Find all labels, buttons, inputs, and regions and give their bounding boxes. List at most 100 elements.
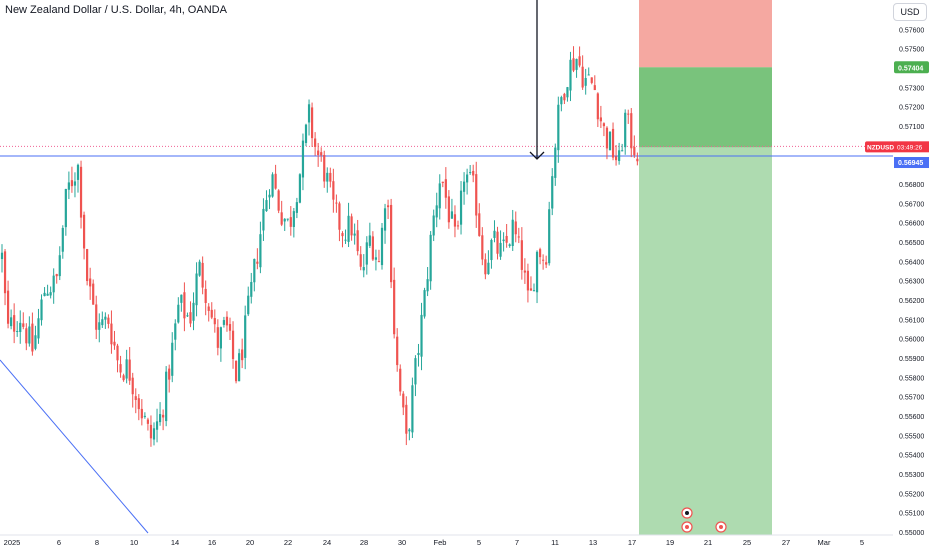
candle-body: [466, 174, 469, 183]
candle-body: [575, 58, 578, 70]
candle-body: [347, 215, 350, 242]
candle-body: [10, 317, 13, 327]
target-price-label: 0.57404: [898, 65, 923, 72]
candle-body: [274, 173, 277, 189]
candle-body: [429, 234, 432, 282]
price-tick-label: 0.55000: [899, 530, 924, 537]
candle-body: [335, 202, 338, 204]
candle-body: [244, 315, 247, 358]
time-tick-label: 5: [477, 538, 481, 547]
candle-body: [621, 150, 624, 152]
candle-body: [514, 221, 517, 235]
candle-body: [64, 188, 67, 228]
candle-body: [630, 113, 633, 149]
candle-body: [49, 292, 52, 296]
candle-body: [101, 319, 104, 326]
candle-body: [441, 181, 444, 183]
currency-button[interactable]: USD: [893, 3, 927, 21]
candle-body: [204, 288, 207, 303]
candle-body: [286, 218, 289, 220]
candle-body: [563, 93, 566, 101]
stop-loss-zone[interactable]: [639, 0, 772, 68]
candle-body: [122, 375, 125, 381]
time-tick-label: 13: [589, 538, 597, 547]
candle-body: [444, 179, 447, 198]
candle-body: [134, 396, 137, 400]
candle-body: [280, 212, 283, 225]
candle-body: [207, 306, 210, 311]
candle-body: [89, 278, 92, 287]
candle-body: [107, 317, 110, 324]
candle-body: [493, 230, 496, 238]
candle-body: [213, 318, 216, 325]
trend-line[interactable]: [0, 359, 149, 534]
candle-body: [113, 341, 116, 346]
price-tick-label: 0.55500: [899, 433, 924, 440]
candle-body: [125, 359, 128, 379]
candle-body: [475, 174, 478, 216]
take-profit-zone-upper[interactable]: [639, 67, 772, 148]
candle-body: [411, 385, 414, 433]
candle-body: [569, 59, 572, 91]
candle-body: [405, 404, 408, 434]
candle-body: [6, 290, 10, 324]
candle-body: [432, 215, 435, 236]
price-tick-label: 0.56500: [899, 240, 924, 247]
candle-body: [435, 205, 438, 218]
take-profit-zone-lower[interactable]: [639, 147, 772, 535]
candle-body: [566, 87, 569, 98]
price-tick-label: 0.56200: [899, 298, 924, 305]
candle-body: [259, 234, 262, 268]
candle-body: [572, 58, 575, 71]
candle-body: [584, 78, 587, 86]
candle-body: [408, 429, 411, 432]
time-tick-label: 2025: [4, 538, 21, 547]
time-tick-label: 17: [628, 538, 636, 547]
candle-body: [462, 181, 466, 192]
candle-body: [231, 330, 235, 360]
price-tick-label: 0.55200: [899, 491, 924, 498]
candle-body: [611, 128, 615, 158]
candle-body: [383, 208, 387, 231]
candle-body: [283, 218, 286, 222]
candle-body: [359, 254, 362, 267]
candle-body: [155, 421, 159, 430]
candle-body: [189, 312, 192, 324]
candle-body: [608, 131, 612, 151]
time-tick-label: 11: [551, 538, 559, 547]
candle-body: [627, 113, 630, 115]
candle-body: [490, 239, 493, 261]
candle-body: [529, 288, 533, 291]
time-tick-label: 27: [782, 538, 790, 547]
candle-body: [472, 170, 475, 176]
time-tick-label: 24: [323, 538, 331, 547]
candle-body: [140, 408, 143, 419]
candle-body: [596, 93, 599, 120]
price-tick-label: 0.55300: [899, 472, 924, 479]
candle-body: [216, 327, 219, 348]
candle-body: [590, 77, 593, 83]
price-axis[interactable]: [893, 0, 932, 550]
time-tick-label: 21: [704, 538, 712, 547]
candle-body: [186, 315, 189, 317]
candle-body: [399, 368, 402, 392]
candle-body: [496, 231, 499, 254]
candle-body: [304, 124, 308, 144]
arrow-head[interactable]: [529, 151, 545, 160]
candle-body: [356, 230, 359, 252]
candle-body: [180, 294, 183, 303]
candle-body: [368, 235, 371, 246]
symbol-tag: NZDUSD: [867, 144, 894, 151]
candle-body: [502, 239, 505, 242]
candle-body: [82, 214, 86, 249]
candle-body: [456, 225, 460, 227]
time-tick-label: 6: [57, 538, 61, 547]
price-tick-label: 0.57300: [899, 85, 924, 92]
countdown-label: 03:49:26: [897, 144, 923, 151]
candle-body: [177, 304, 180, 323]
candle-body: [593, 85, 596, 91]
candle-body: [128, 359, 131, 381]
candle-body: [332, 181, 335, 200]
